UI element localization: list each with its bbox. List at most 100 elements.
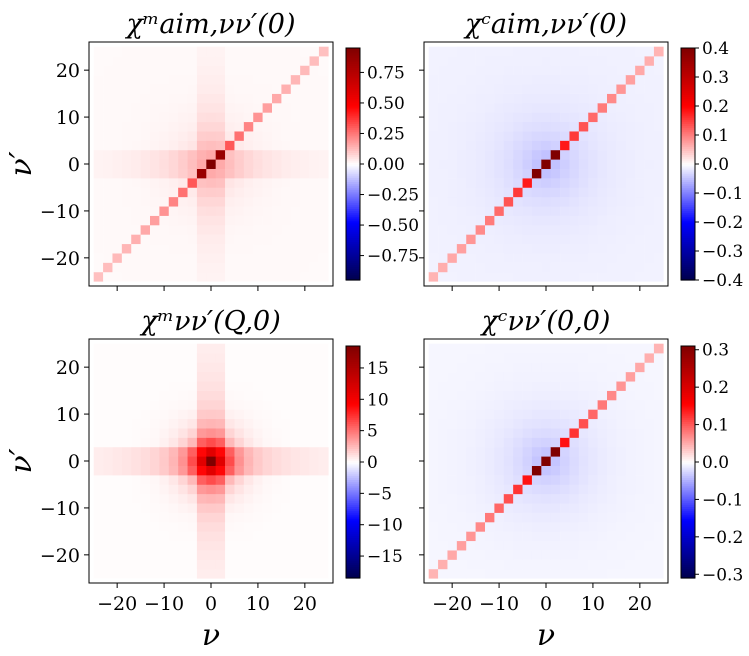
heatmap-cell (112, 196, 123, 207)
heatmap-cell (131, 149, 141, 160)
heatmap-cell (318, 381, 329, 391)
heatmap-cell (438, 206, 448, 216)
heatmap-cell (531, 456, 542, 466)
heatmap-cell (447, 46, 458, 57)
heatmap-cell (140, 362, 151, 373)
colorbar-segment (346, 49, 360, 53)
heatmap-cell (300, 149, 310, 160)
heatmap-cell (569, 531, 580, 542)
heatmap-cell (456, 56, 467, 66)
heatmap-cell (466, 93, 476, 104)
heatmap-cell (522, 503, 533, 513)
colorbar-segment (346, 442, 360, 446)
heatmap-cell (309, 178, 320, 188)
heatmap-cell (215, 475, 226, 485)
heatmap-cell (262, 84, 273, 94)
heatmap-cell (475, 234, 486, 245)
heatmap-cell (560, 131, 570, 141)
heatmap-cell (522, 103, 533, 113)
heatmap-cell (234, 456, 245, 466)
heatmap-cell (588, 168, 598, 179)
heatmap-cell (225, 456, 235, 466)
heatmap-cell (438, 522, 448, 532)
colorbar-segment (681, 127, 695, 130)
heatmap-cell (466, 74, 476, 85)
heatmap-cell (588, 512, 598, 523)
heatmap-cell (494, 343, 505, 354)
heatmap-cell (616, 353, 627, 363)
heatmap-cell (494, 446, 505, 457)
heatmap-cell (522, 187, 533, 198)
colorbar-segment (681, 436, 695, 440)
colorbar-segment (346, 458, 360, 461)
heatmap-cell (616, 168, 627, 179)
heatmap-cell (178, 271, 188, 282)
heatmap-cell (300, 253, 310, 263)
heatmap-cell (290, 65, 301, 76)
heatmap-cell (607, 149, 617, 160)
heatmap-cell (550, 93, 561, 104)
colorbar-segment (346, 527, 360, 531)
heatmap-cells (93, 46, 329, 282)
heatmap-cell (159, 362, 170, 373)
colorbar-segment (681, 475, 695, 479)
heatmap-cell (140, 206, 151, 216)
heatmap-cell (112, 446, 123, 457)
heatmap-cell (253, 168, 263, 179)
heatmap-cell (625, 475, 636, 485)
heatmap-cell (281, 522, 292, 532)
heatmap-cell (262, 103, 273, 113)
heatmap-cell (121, 140, 132, 151)
heatmap-cell (456, 46, 467, 57)
x-axis-label: ν (202, 618, 220, 653)
colorbar-segment (346, 475, 360, 479)
heatmap-cell (309, 56, 320, 66)
heatmap-cell (272, 168, 282, 179)
heatmap-cell (93, 353, 104, 363)
heatmap-cell (625, 187, 636, 198)
heatmap-cell (513, 371, 523, 382)
colorbar-segment (346, 237, 360, 240)
heatmap-cell (466, 121, 476, 132)
heatmap-cell (196, 540, 207, 551)
heatmap-cell (243, 168, 254, 179)
heatmap-cell (318, 493, 329, 504)
colorbar-segment (681, 210, 695, 213)
heatmap-cell (215, 550, 226, 560)
heatmap-cell (653, 512, 664, 523)
heatmap-cell (607, 234, 617, 245)
colorbar-segment (346, 82, 360, 86)
heatmap-cell (234, 493, 245, 504)
heatmap-cell (300, 484, 310, 495)
heatmap-cell (438, 84, 448, 94)
heatmap-cell (178, 140, 188, 151)
heatmap-cell (428, 149, 439, 160)
heatmap-cell (550, 74, 561, 85)
heatmap-cell (150, 215, 160, 226)
heatmap-cell (597, 149, 608, 160)
colorbar-segment (681, 65, 695, 68)
heatmap-cell (597, 390, 608, 401)
heatmap-cell (428, 428, 439, 438)
colorbar-segment (346, 444, 360, 448)
heatmap-cell (550, 446, 561, 457)
heatmap-cell (318, 93, 329, 104)
heatmap-cell (428, 503, 439, 513)
heatmap-cell (234, 512, 245, 523)
heatmap-cell (178, 456, 188, 466)
heatmap-cell (438, 121, 448, 132)
heatmap-cell (150, 74, 160, 85)
heatmap-cell (644, 512, 655, 523)
heatmap-cell (503, 390, 514, 401)
heatmap-cell (531, 103, 542, 113)
heatmap-cell (150, 243, 160, 254)
heatmap-cell (438, 74, 448, 85)
heatmap-cell (281, 93, 292, 104)
heatmap-cell (131, 196, 141, 207)
heatmap-cell (588, 65, 598, 76)
heatmap-cell (281, 225, 292, 235)
colorbar-segment (681, 570, 695, 573)
heatmap-cell (150, 196, 160, 207)
heatmap-cell (243, 559, 254, 570)
heatmap-cell (300, 56, 310, 66)
